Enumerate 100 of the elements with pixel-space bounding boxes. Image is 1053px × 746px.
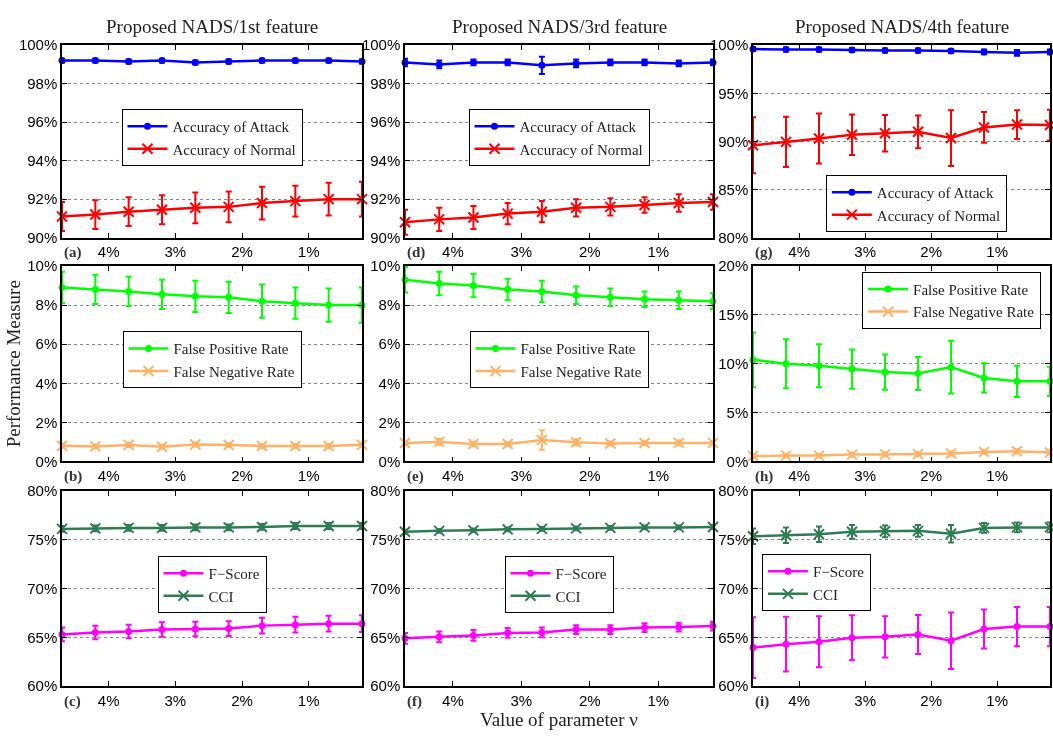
- y-tick-label: 0%: [35, 452, 58, 470]
- x-tick-label: 2%: [231, 243, 253, 261]
- x-tick-label: 2%: [231, 691, 253, 709]
- x-tick-label: 2%: [578, 691, 601, 709]
- y-tick-label: 80%: [27, 482, 58, 500]
- y-axis-title: Performance Measure: [2, 280, 24, 448]
- text: (h): [755, 468, 774, 485]
- legend-label: F−Score: [208, 566, 260, 583]
- y-tick-label: 100%: [361, 36, 401, 54]
- y-tick-label: 90%: [27, 228, 58, 246]
- x-tick-label: 2%: [920, 467, 943, 485]
- y-tick-label: 0%: [378, 452, 401, 470]
- legend-label: False Positive Rate: [913, 281, 1029, 298]
- y-tick-label: 70%: [370, 579, 401, 597]
- y-tick-label: 92%: [27, 190, 58, 208]
- y-tick-label: 96%: [27, 113, 58, 131]
- y-tick-label: 10%: [27, 257, 58, 275]
- legend-label: CCI: [208, 588, 234, 605]
- x-tick-label: 3%: [510, 467, 533, 485]
- x-tick-label: 3%: [854, 467, 877, 485]
- y-tick-label: 90%: [718, 132, 749, 150]
- y-tick-label: 70%: [27, 579, 58, 597]
- y-tick-label: 6%: [378, 335, 401, 353]
- x-tick-label: 1%: [297, 691, 320, 709]
- y-tick-label: 6%: [35, 335, 58, 353]
- y-tick-label: 80%: [718, 228, 749, 246]
- legend-label: CCI: [555, 588, 581, 605]
- y-tick-label: 75%: [370, 530, 401, 548]
- text: (b): [64, 468, 83, 485]
- legend-label: F−Score: [555, 566, 607, 583]
- x-tick-label: 1%: [297, 467, 320, 485]
- text: (a): [64, 244, 82, 261]
- chart-title: Proposed NADS/1st feature: [106, 16, 319, 37]
- text: (c): [64, 693, 81, 710]
- y-tick-label: 90%: [370, 228, 401, 246]
- legend-label: False Negative Rate: [173, 363, 295, 380]
- x-tick-label: 1%: [986, 467, 1009, 485]
- y-tick-label: 60%: [718, 677, 749, 695]
- x-tick-label: 3%: [510, 691, 533, 709]
- legend-label: Accuracy of Attack: [876, 184, 994, 201]
- y-tick-label: 75%: [27, 530, 58, 548]
- y-tick-label: 5%: [726, 403, 749, 421]
- legend-label: Accuracy of Normal: [519, 141, 643, 158]
- x-tick-label: 4%: [97, 691, 120, 709]
- x-tick-label: 3%: [510, 243, 533, 261]
- x-tick-label: 4%: [788, 691, 811, 709]
- y-tick-label: 70%: [718, 579, 749, 597]
- y-tick-label: 94%: [27, 151, 58, 169]
- y-tick-label: 60%: [370, 677, 401, 695]
- y-tick-label: 10%: [718, 354, 749, 372]
- x-tick-label: 1%: [647, 691, 670, 709]
- y-tick-label: 85%: [718, 180, 749, 198]
- legend-label: F−Score: [812, 564, 865, 581]
- text: (i): [755, 693, 770, 710]
- legend-label: Accuracy of Attack: [519, 119, 637, 136]
- y-tick-label: 15%: [718, 306, 749, 324]
- y-tick-label: 8%: [35, 296, 58, 314]
- y-tick-label: 95%: [718, 84, 749, 102]
- y-tick-label: 100%: [18, 36, 58, 54]
- y-tick-label: 2%: [35, 413, 58, 431]
- x-tick-label: 4%: [442, 691, 464, 709]
- x-tick-label: 2%: [920, 243, 943, 261]
- x-tick-label: 1%: [647, 243, 670, 261]
- legend-label: False Negative Rate: [520, 363, 642, 380]
- y-tick-label: 60%: [27, 677, 58, 695]
- legend-label: Accuracy of Normal: [172, 141, 296, 158]
- x-tick-label: 3%: [854, 243, 877, 261]
- x-axis-title: Value of parameter ν: [480, 708, 639, 730]
- legend-label: False Positive Rate: [520, 341, 636, 358]
- legend-label: False Negative Rate: [913, 304, 1035, 321]
- y-tick-label: 98%: [27, 74, 58, 92]
- x-tick-label: 2%: [578, 243, 601, 261]
- x-tick-label: 2%: [231, 467, 253, 485]
- y-tick-label: 80%: [718, 482, 749, 500]
- x-tick-label: 1%: [986, 691, 1009, 709]
- x-tick-label: 1%: [986, 243, 1009, 261]
- x-tick-label: 4%: [97, 243, 120, 261]
- y-tick-label: 96%: [370, 113, 401, 131]
- y-tick-label: 80%: [370, 482, 401, 500]
- chart-title: Proposed NADS/4th feature: [795, 16, 1010, 37]
- x-tick-label: 2%: [578, 467, 601, 485]
- y-tick-label: 10%: [370, 257, 401, 275]
- y-tick-label: 4%: [35, 374, 58, 392]
- x-tick-label: 4%: [442, 467, 464, 485]
- x-tick-label: 3%: [164, 467, 187, 485]
- x-tick-label: 3%: [164, 243, 187, 261]
- x-tick-label: 3%: [164, 691, 187, 709]
- y-tick-label: 65%: [370, 628, 401, 646]
- x-tick-label: 4%: [788, 243, 811, 261]
- text: (g): [755, 244, 773, 261]
- y-tick-label: 4%: [378, 374, 401, 392]
- text: (f): [407, 693, 422, 710]
- x-tick-label: 2%: [920, 691, 943, 709]
- y-tick-label: 65%: [718, 628, 749, 646]
- y-tick-label: 0%: [726, 452, 749, 470]
- legend-label: Accuracy of Attack: [172, 119, 290, 136]
- y-tick-label: 8%: [378, 296, 401, 314]
- x-tick-label: 1%: [647, 467, 670, 485]
- x-tick-label: 3%: [854, 691, 877, 709]
- x-tick-label: 4%: [97, 467, 120, 485]
